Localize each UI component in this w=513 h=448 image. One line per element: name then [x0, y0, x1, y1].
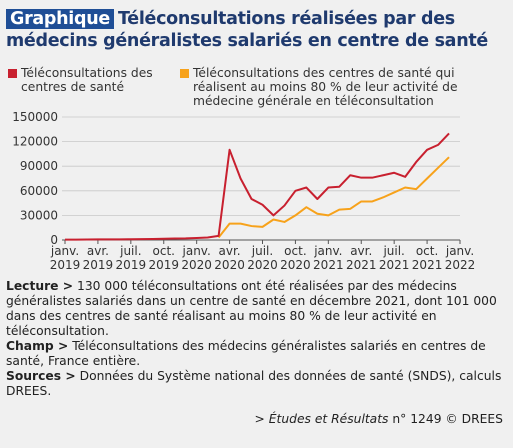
- line-series: [217, 156, 450, 239]
- x-tick-label: 2021: [412, 258, 443, 272]
- x-tick-label: avr.: [219, 244, 241, 258]
- x-tick-label: 2019: [148, 258, 179, 272]
- x-tick-label: janv.: [182, 244, 211, 258]
- note-text: 130 000 téléconsultations ont été réalis…: [6, 279, 497, 338]
- notes: Lecture > 130 000 téléconsultations ont …: [6, 279, 506, 399]
- x-tick-label: avr.: [87, 244, 109, 258]
- x-tick-label: avr.: [350, 244, 372, 258]
- y-tick-label: 150000: [12, 110, 58, 124]
- x-tick-label: janv.: [445, 244, 474, 258]
- note: Champ > Téléconsultations des médecins g…: [6, 339, 506, 369]
- legend-swatch: [8, 69, 17, 78]
- y-tick-label: 120000: [12, 135, 58, 149]
- legend-item: Téléconsultations des centres de santé q…: [180, 66, 470, 108]
- x-tick-label: juil.: [382, 244, 404, 258]
- legend-item: Téléconsultations des centres de santé: [8, 66, 158, 94]
- legend-label: Téléconsultations des centres de santé: [21, 66, 153, 94]
- x-tick-label: oct.: [284, 244, 306, 258]
- header: Graphique Téléconsultations réalisées par…: [6, 8, 506, 52]
- x-tick-label: oct.: [153, 244, 175, 258]
- x-tick-label: 2022: [445, 258, 476, 272]
- chart: 0300006000090000120000150000janv.2019avr…: [12, 110, 476, 272]
- y-tick-label: 90000: [20, 159, 58, 173]
- legend-label: Téléconsultations des centres de santé q…: [193, 66, 458, 108]
- x-tick-label: 2020: [214, 258, 245, 272]
- x-tick-label: 2021: [379, 258, 410, 272]
- x-tick-label: 2021: [313, 258, 344, 272]
- note-text: Données du Système national des données …: [6, 369, 502, 398]
- x-tick-label: juil.: [119, 244, 141, 258]
- note-label: Champ >: [6, 339, 69, 353]
- y-tick-label: 30000: [20, 208, 58, 222]
- note: Sources > Données du Système national de…: [6, 369, 506, 399]
- x-tick-label: 2020: [247, 258, 278, 272]
- title: Téléconsultations réalisées par des méde…: [6, 9, 488, 51]
- x-tick-label: oct.: [416, 244, 438, 258]
- x-tick-label: 2020: [280, 258, 311, 272]
- badge: Graphique: [6, 9, 114, 29]
- source-pre: >: [254, 412, 265, 426]
- x-tick-label: 2020: [181, 258, 212, 272]
- note: Lecture > 130 000 téléconsultations ont …: [6, 279, 506, 339]
- legend-swatch: [180, 69, 189, 78]
- note-text: Téléconsultations des médecins généralis…: [6, 339, 486, 368]
- x-tick-label: 2019: [50, 258, 81, 272]
- x-tick-label: 2021: [346, 258, 377, 272]
- note-label: Sources >: [6, 369, 76, 383]
- x-tick-label: janv.: [313, 244, 342, 258]
- line-series: [65, 132, 450, 241]
- x-tick-label: 2019: [116, 258, 147, 272]
- x-tick-label: juil.: [251, 244, 273, 258]
- source-post: n° 1249 © DREES: [392, 412, 503, 426]
- y-tick-label: 60000: [20, 184, 58, 198]
- source-journal: Études et Résultats: [268, 412, 389, 426]
- source: > Études et Résultats n° 1249 © DREES: [255, 412, 503, 426]
- x-tick-label: janv.: [50, 244, 79, 258]
- note-label: Lecture >: [6, 279, 74, 293]
- x-tick-label: 2019: [83, 258, 114, 272]
- y-tick-label: 0: [50, 233, 58, 247]
